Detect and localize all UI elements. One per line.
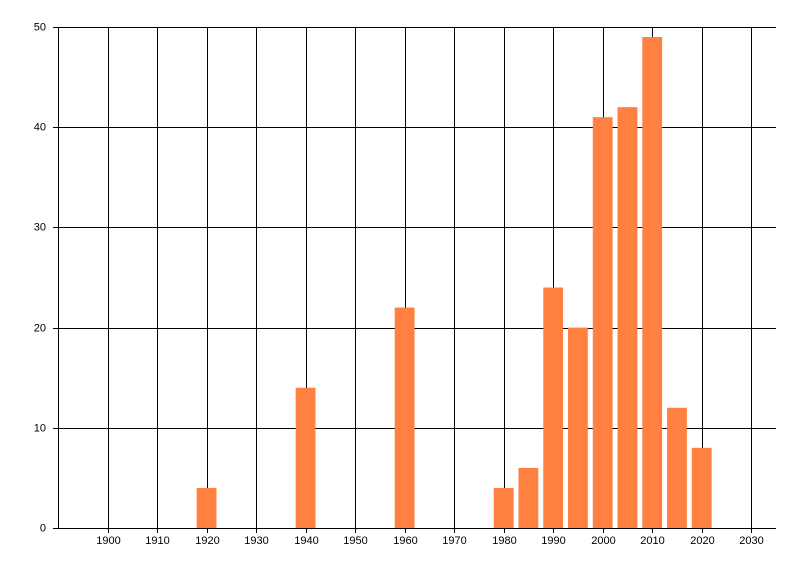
bar <box>295 387 316 528</box>
x-tick-label: 2010 <box>640 535 664 547</box>
x-tick-label: 1900 <box>96 535 120 547</box>
y-tick-label: 0 <box>40 522 46 534</box>
bar <box>617 107 638 528</box>
bar <box>691 447 712 528</box>
bar <box>568 327 588 528</box>
y-tick-label: 30 <box>34 221 46 233</box>
y-tick-label: 40 <box>34 121 46 133</box>
x-tick-label: 1910 <box>145 535 169 547</box>
x-tick-label: 2000 <box>591 535 615 547</box>
x-tick-label: 1940 <box>294 535 318 547</box>
bar <box>394 307 415 528</box>
bar <box>518 467 539 528</box>
bar <box>493 487 514 528</box>
y-tick-label: 10 <box>34 422 46 434</box>
x-tick-label: 1920 <box>195 535 219 547</box>
x-tick-label: 1930 <box>244 535 268 547</box>
bar <box>642 37 663 529</box>
x-tick-label: 1980 <box>492 535 516 547</box>
x-tick-label: 2030 <box>739 535 763 547</box>
y-tick-label: 50 <box>34 21 46 33</box>
bar <box>592 117 613 529</box>
x-tick-label: 1970 <box>442 535 466 547</box>
x-tick-label: 2020 <box>690 535 714 547</box>
x-tick-label: 1950 <box>343 535 367 547</box>
bar <box>543 287 564 528</box>
x-tick-label: 1960 <box>393 535 417 547</box>
x-tick-label: 1990 <box>541 535 565 547</box>
bar <box>196 487 217 528</box>
bar <box>667 407 687 528</box>
y-tick-label: 20 <box>34 322 46 334</box>
